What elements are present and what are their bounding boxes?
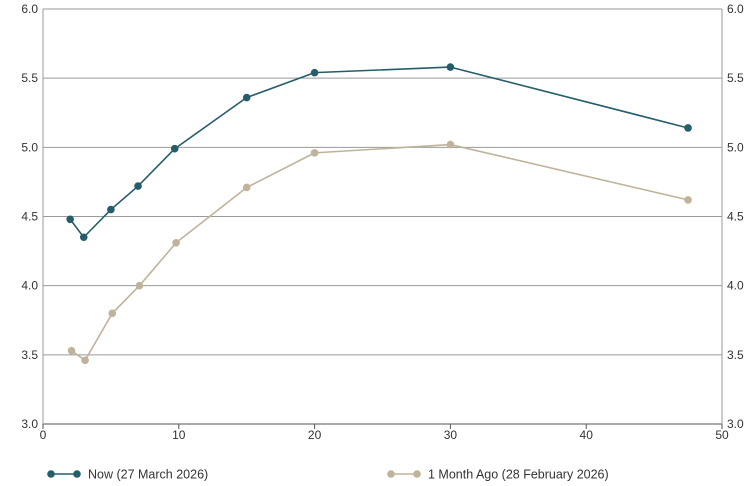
series-1-point-5 (242, 183, 251, 192)
y-tick-left-0: 3.0 (21, 417, 38, 431)
y-tick-left-1: 3.5 (21, 348, 38, 362)
y-tick-right-5: 5.5 (727, 71, 744, 85)
legend-item-0: Now (27 March 2026) (47, 468, 208, 482)
series-1-point-7 (446, 140, 455, 149)
x-tick-5: 50 (715, 428, 729, 442)
legend-marker-start-0 (47, 470, 55, 478)
y-tick-left-2: 4.0 (21, 279, 38, 293)
legend-marker-end-0 (73, 470, 81, 478)
x-tick-3: 30 (444, 428, 458, 442)
series-0-point-7 (446, 63, 455, 71)
series-0-point-4 (170, 144, 179, 153)
y-tick-right-4: 5.0 (727, 140, 744, 154)
grid-lines (43, 8, 722, 356)
series-1-point-2 (108, 309, 117, 318)
legend-label-1: 1 Month Ago (28 February 2026) (428, 468, 609, 482)
axes (42, 9, 723, 425)
legend-item-1: 1 Month Ago (28 February 2026) (387, 468, 609, 482)
x-tick-1: 10 (172, 428, 186, 442)
x-tick-0: 0 (40, 428, 47, 442)
y-tick-right-0: 3.0 (727, 417, 744, 431)
series-1-point-1 (81, 356, 89, 365)
y-tick-right-2: 4.0 (727, 279, 744, 293)
y-tick-left-6: 6.0 (21, 2, 38, 16)
series-0-point-8 (684, 124, 692, 132)
legend-label-0: Now (27 March 2026) (88, 468, 208, 482)
series-1-point-6 (310, 149, 319, 157)
series-0-point-5 (242, 93, 251, 102)
series-0-line (69, 66, 689, 239)
y-tick-right-6: 6.0 (727, 2, 744, 16)
y-axis-right-ticks: 3.0 3.5 4.0 4.5 5.0 5.5 6.0 (727, 2, 744, 431)
series-layer (66, 63, 692, 365)
series-0-point-2 (107, 205, 115, 214)
x-tick-4: 40 (580, 428, 594, 442)
series-0-point-6 (310, 68, 319, 77)
y-tick-left-5: 5.5 (21, 71, 38, 85)
legend: Now (27 March 2026) 1 Month Ago (28 Febru… (47, 468, 609, 482)
series-0-point-3 (134, 182, 142, 190)
y-axis-left-ticks: 3.0 3.5 4.0 4.5 5.0 5.5 6.0 (21, 2, 38, 431)
series-1 (67, 140, 692, 365)
series-0-point-0 (66, 215, 74, 224)
y-tick-right-3: 4.5 (727, 210, 744, 224)
x-axis-ticks: 0 10 20 30 40 50 (40, 424, 729, 442)
y-tick-left-3: 4.5 (21, 210, 38, 224)
x-tick-2: 20 (308, 428, 322, 442)
series-0 (66, 63, 692, 242)
y-tick-right-1: 3.5 (727, 348, 744, 362)
series-1-line (71, 143, 689, 362)
legend-marker-start-1 (387, 470, 395, 478)
series-1-point-4 (172, 238, 180, 247)
y-tick-left-4: 5.0 (21, 140, 38, 154)
series-1-point-8 (684, 196, 692, 204)
series-1-point-0 (67, 346, 76, 355)
series-1-point-3 (135, 281, 144, 290)
legend-marker-end-1 (413, 470, 421, 478)
series-0-point-1 (79, 233, 88, 242)
